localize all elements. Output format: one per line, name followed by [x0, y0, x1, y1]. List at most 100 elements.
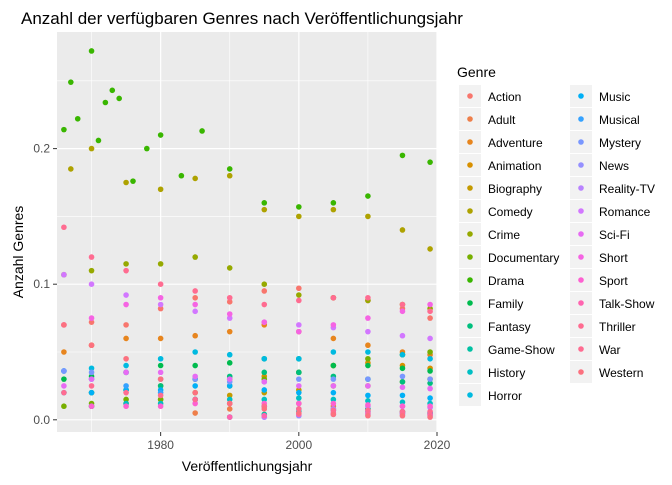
data-point-horror [192, 349, 198, 355]
data-point-romance [123, 292, 129, 298]
data-point-music [192, 383, 198, 389]
data-point-fantasy [296, 369, 302, 376]
data-point-thriller [365, 294, 371, 301]
legend-key-sci-fi [578, 231, 584, 237]
data-point-family [61, 376, 67, 382]
data-point-fantasy [157, 383, 164, 389]
data-point-adventure [123, 335, 129, 342]
legend-label-drama: Drama [488, 274, 524, 288]
legend-label-action: Action [488, 90, 521, 104]
legend-key-history [467, 369, 473, 375]
legend-key-drama [467, 277, 473, 283]
data-point-short [261, 319, 268, 325]
legend-key-romance [578, 208, 584, 214]
data-point-horror [427, 355, 433, 362]
legend-key-short [578, 254, 584, 260]
x-axis-ticks: 1980 2000 2020 [147, 432, 451, 452]
data-point-comedy [365, 213, 371, 220]
legend-key-documentary [467, 254, 473, 260]
data-point-war [296, 406, 302, 412]
data-point-thriller [296, 297, 302, 304]
y-tick-label: 0.1 [33, 277, 50, 291]
data-point-romance [427, 335, 433, 342]
data-point-short [88, 315, 95, 321]
data-point-sport [330, 400, 337, 407]
data-point-mystery [61, 368, 67, 374]
data-point-comedy [399, 227, 406, 233]
data-point-romance [399, 332, 406, 339]
legend-label-fantasy: Fantasy [488, 320, 531, 334]
legend-key-reality-tv [578, 185, 584, 191]
data-point-comedy [296, 213, 302, 220]
data-point-horror [399, 351, 406, 358]
data-point-short [296, 328, 302, 335]
data-point-drama [296, 204, 302, 210]
data-point-comedy [123, 179, 129, 186]
data-point-horror [261, 355, 268, 362]
data-point-music [330, 389, 337, 396]
x-axis-label: Veröffentlichungsjahr [182, 458, 313, 474]
data-point-western [61, 322, 67, 328]
data-point-action [123, 322, 129, 328]
data-point-talk-show [226, 414, 233, 420]
data-point-comedy [192, 175, 198, 182]
legend-label-musical: Musical [599, 113, 640, 127]
data-point-drama [68, 79, 74, 85]
data-point-mystery [365, 376, 371, 382]
data-point-sci-fi [296, 383, 302, 389]
data-point-western [296, 410, 302, 416]
legend-label-news: News [599, 159, 629, 173]
legend-label-adult: Adult [488, 113, 516, 127]
legend-label-family: Family [488, 297, 523, 311]
data-point-drama [427, 159, 433, 165]
legend-key-animation [467, 162, 473, 168]
data-point-short [157, 294, 164, 301]
legend-key-comedy [467, 208, 473, 214]
data-point-thriller [157, 281, 164, 288]
legend-key-adult [467, 116, 473, 122]
data-point-family [157, 362, 164, 369]
chart-title: Anzahl der verfügbaren Genres nach Veröf… [21, 9, 463, 28]
data-point-short [399, 308, 406, 315]
data-point-drama [399, 152, 406, 159]
data-point-action [88, 319, 95, 325]
data-point-drama [116, 95, 122, 102]
legend-key-news [578, 162, 584, 168]
data-point-crime [157, 261, 164, 267]
data-point-western [226, 400, 233, 407]
legend-label-sport: Sport [599, 274, 628, 288]
data-point-drama [61, 126, 67, 133]
data-point-western [157, 376, 164, 382]
legend-label-comedy: Comedy [488, 205, 533, 219]
data-point-history [296, 395, 302, 401]
legend-key-game-show [467, 346, 473, 352]
legend-label-talk-show: Talk-Show [599, 297, 655, 311]
data-point-musical [123, 383, 129, 389]
legend-key-family [467, 300, 473, 306]
y-tick-label: 0.2 [33, 142, 50, 156]
data-point-short [192, 301, 198, 308]
data-point-war [61, 389, 67, 396]
data-point-family [226, 360, 233, 366]
data-point-short [123, 301, 129, 308]
data-point-horror [123, 362, 129, 369]
data-point-family [399, 365, 406, 372]
legend-title: Genre [457, 64, 496, 80]
data-point-romance [88, 281, 95, 288]
legend-label-adventure: Adventure [488, 136, 543, 150]
data-point-war [365, 407, 371, 414]
data-point-drama [144, 145, 150, 152]
data-point-short [365, 315, 371, 321]
data-point-documentary [365, 355, 371, 362]
data-point-comedy [226, 172, 233, 179]
legend-label-animation: Animation [488, 159, 541, 173]
data-point-family [365, 362, 371, 369]
data-point-comedy [330, 206, 337, 213]
data-point-sport [427, 403, 433, 410]
legend-key-sport [578, 277, 584, 283]
data-point-sci-fi [88, 376, 95, 382]
data-point-drama [88, 48, 95, 54]
legend-key-talk-show [578, 300, 584, 306]
data-point-documentary [61, 403, 67, 410]
